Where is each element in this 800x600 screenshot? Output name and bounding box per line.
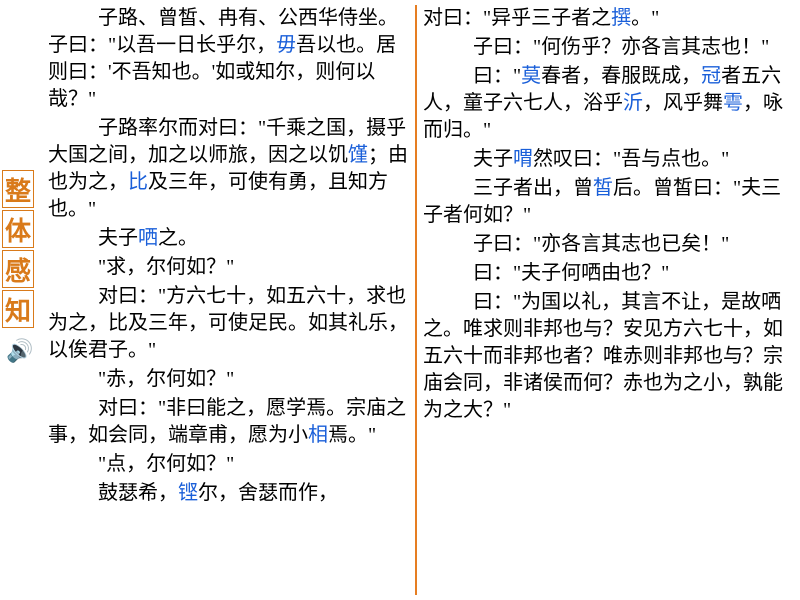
left-column: 子路、曾皙、冉有、公西华侍坐。子曰："以吾一日长乎尔，毋吾以也。居则曰：'不吾知… bbox=[42, 5, 417, 595]
left-p8: "点，尔何如？" bbox=[48, 451, 409, 478]
left-p5: 对曰："方六七十，如五六十，求也为之，比及三年，可使足民。如其礼乐，以俟君子。" bbox=[48, 283, 409, 364]
right-p3: 曰："莫春者，春服既成，冠者五六人，童子六七人，浴乎沂，风乎舞雩，咏而归。" bbox=[423, 63, 786, 144]
hl-jin: 馑 bbox=[348, 144, 368, 166]
right-p1: 对曰："异乎三子者之撰。" bbox=[423, 5, 786, 32]
right-p4: 夫子喟然叹曰："吾与点也。" bbox=[423, 146, 786, 173]
hl-wu: 毋 bbox=[276, 34, 296, 56]
left-p7: 对曰："非曰能之，愿学焉。宗庙之事，如会同，端章甫，愿为小相焉。" bbox=[48, 395, 409, 449]
left-p9: 鼓瑟希，铿尔，舍瑟而作， bbox=[48, 480, 409, 507]
hl-xiang: 相 bbox=[308, 424, 328, 446]
left-p3: 夫子哂之。 bbox=[48, 225, 409, 252]
title-char-2: 体 bbox=[2, 210, 34, 248]
right-p2: 子曰："何伤乎？亦各言其志也！" bbox=[423, 34, 786, 61]
hl-yu: 雩 bbox=[723, 92, 743, 114]
left-p2: 子路率尔而对曰："千乘之国，摄乎大国之间，加之以师旅，因之以饥馑；由也为之，比及… bbox=[48, 115, 409, 223]
main-content: 子路、曾皙、冉有、公西华侍坐。子曰："以吾一日长乎尔，毋吾以也。居则曰：'不吾知… bbox=[42, 5, 792, 595]
title-char-4: 知 bbox=[2, 290, 34, 328]
left-p1: 子路、曾皙、冉有、公西华侍坐。子曰："以吾一日长乎尔，毋吾以也。居则曰：'不吾知… bbox=[48, 5, 409, 113]
hl-yi: 沂 bbox=[623, 92, 643, 114]
hl-shen: 哂 bbox=[138, 227, 158, 249]
right-p8: 曰："为国以礼，其言不让，是故哂之。唯求则非邦也与？安见方六七十，如五六十而非邦… bbox=[423, 289, 786, 424]
hl-bi: 比 bbox=[128, 171, 148, 193]
left-p6: "赤，尔何如？" bbox=[48, 366, 409, 393]
hl-kui: 喟 bbox=[513, 148, 533, 170]
title-char-1: 整 bbox=[2, 170, 34, 208]
hl-zhuan: 撰 bbox=[611, 7, 631, 29]
right-column: 对曰："异乎三子者之撰。" 子曰："何伤乎？亦各言其志也！" 曰："莫春者，春服… bbox=[417, 5, 792, 595]
right-p5: 三子者出，曾皙后。曾皙曰："夫三子者何如？" bbox=[423, 175, 786, 229]
hl-xi: 皙 bbox=[593, 177, 613, 199]
title-char-3: 感 bbox=[2, 250, 34, 288]
right-p7: 曰："夫子何哂由也？" bbox=[423, 260, 786, 287]
sidebar-title: 整 体 感 知 🔊 bbox=[2, 170, 38, 364]
speaker-icon[interactable]: 🔊 bbox=[6, 338, 38, 364]
left-p4: "求，尔何如？" bbox=[48, 254, 409, 281]
hl-mo: 莫 bbox=[521, 65, 541, 87]
hl-guan: 冠 bbox=[701, 65, 721, 87]
hl-keng: 铿 bbox=[178, 482, 198, 504]
right-p6: 子曰："亦各言其志也已矣！" bbox=[423, 231, 786, 258]
